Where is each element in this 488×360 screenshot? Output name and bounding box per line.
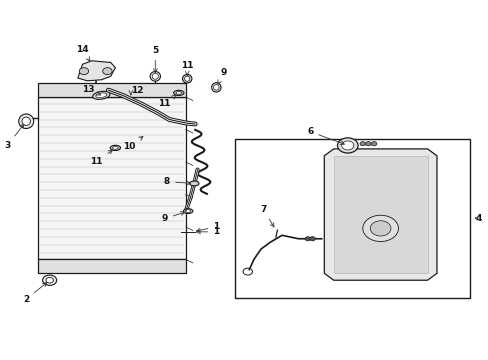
Circle shape (309, 237, 315, 241)
Circle shape (365, 141, 370, 146)
Ellipse shape (112, 147, 118, 149)
Ellipse shape (213, 85, 219, 90)
Text: 1: 1 (196, 222, 219, 232)
Text: 13: 13 (82, 85, 101, 95)
Ellipse shape (110, 145, 121, 150)
Text: 5: 5 (152, 46, 158, 73)
Text: 4: 4 (475, 213, 482, 222)
Text: 2: 2 (23, 283, 47, 304)
Text: 9: 9 (161, 212, 184, 223)
Circle shape (359, 141, 365, 146)
Circle shape (369, 221, 390, 236)
Text: 1: 1 (196, 228, 219, 236)
Ellipse shape (176, 91, 181, 94)
Ellipse shape (92, 91, 110, 99)
Ellipse shape (96, 93, 106, 98)
Ellipse shape (46, 278, 53, 283)
Ellipse shape (173, 90, 183, 95)
Bar (235, 139, 469, 297)
Polygon shape (324, 149, 436, 280)
Circle shape (102, 68, 112, 75)
Text: 9: 9 (218, 68, 226, 84)
Ellipse shape (42, 275, 57, 285)
Ellipse shape (19, 114, 34, 129)
Bar (38, 260, 185, 273)
Circle shape (341, 141, 353, 150)
Text: 11: 11 (181, 61, 193, 76)
Ellipse shape (211, 83, 221, 92)
Text: 10: 10 (123, 136, 142, 150)
Ellipse shape (185, 210, 190, 212)
Circle shape (79, 68, 88, 75)
Text: 11: 11 (158, 95, 176, 108)
Text: 14: 14 (76, 45, 90, 61)
Text: 3: 3 (4, 124, 24, 150)
Text: 6: 6 (306, 127, 344, 145)
Ellipse shape (182, 75, 191, 83)
Text: 12: 12 (131, 86, 143, 95)
Circle shape (305, 237, 310, 241)
Polygon shape (78, 61, 115, 81)
Bar (38, 83, 185, 97)
Circle shape (370, 141, 376, 146)
Ellipse shape (189, 181, 199, 186)
Circle shape (337, 138, 357, 153)
Text: 11: 11 (90, 150, 112, 166)
Bar (38, 97, 185, 260)
Ellipse shape (22, 117, 30, 125)
Ellipse shape (184, 76, 189, 81)
Text: 8: 8 (163, 177, 190, 186)
Circle shape (362, 215, 398, 242)
Ellipse shape (183, 209, 192, 213)
Bar (333, 156, 427, 273)
Ellipse shape (150, 72, 160, 81)
Ellipse shape (152, 73, 158, 79)
Text: 7: 7 (260, 205, 273, 227)
